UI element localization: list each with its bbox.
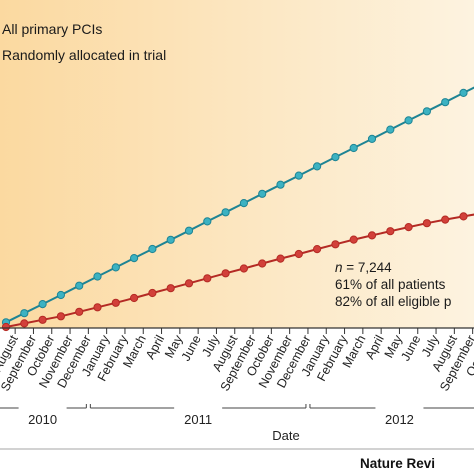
data-point-randomly-allocated [422, 219, 431, 228]
year-brackets: 2010 2011 2012 [0, 404, 474, 427]
data-point-all-primary-pcis [459, 88, 468, 98]
data-point-all-primary-pcis [20, 309, 29, 318]
plot-background [0, 0, 474, 328]
data-point-all-primary-pcis [148, 244, 157, 254]
data-point-all-primary-pcis [441, 98, 450, 107]
data-point-all-primary-pcis [422, 107, 431, 116]
data-point-randomly-allocated [130, 293, 139, 303]
data-point-randomly-allocated [184, 279, 194, 288]
year-label-gap [18, 405, 67, 411]
tick-label-month: April [363, 333, 387, 362]
data-point-all-primary-pcis [184, 226, 194, 235]
tick-label-month: June [398, 333, 423, 364]
year-label-gap [174, 405, 223, 411]
data-point-randomly-allocated [349, 235, 358, 244]
data-point-randomly-allocated [294, 249, 303, 259]
data-point-all-primary-pcis [404, 116, 413, 125]
data-point-randomly-allocated [38, 315, 47, 324]
data-point-all-primary-pcis [258, 189, 267, 198]
data-point-randomly-allocated [148, 288, 157, 298]
legend-entry-all-primary-pcis: All primary PCIs [2, 21, 102, 37]
data-point-all-primary-pcis [349, 143, 358, 153]
data-point-randomly-allocated [166, 284, 175, 293]
data-point-all-primary-pcis [130, 254, 139, 263]
x-axis-title: Date [272, 428, 299, 443]
data-point-all-primary-pcis [313, 162, 322, 171]
year-label: 2012 [385, 412, 414, 427]
tick-label-month: April [143, 333, 167, 362]
data-point-randomly-allocated [386, 227, 395, 236]
year-label-gap [375, 405, 424, 411]
data-point-all-primary-pcis [75, 281, 84, 290]
annotation-line-1: 61% of all patients [335, 277, 446, 292]
data-point-randomly-allocated [276, 254, 285, 263]
series-layer [1, 86, 474, 332]
data-point-randomly-allocated [459, 212, 468, 221]
data-point-all-primary-pcis [111, 263, 120, 272]
data-point-randomly-allocated [93, 303, 102, 312]
data-point-randomly-allocated [404, 223, 413, 232]
data-point-randomly-allocated [20, 319, 29, 328]
year-label: 2010 [28, 412, 57, 427]
credit-text: Nature Revi [360, 456, 435, 471]
data-point-randomly-allocated [258, 259, 267, 268]
legend-entry-randomly-allocated: Randomly allocated in trial [2, 47, 166, 63]
year-label: 2011 [184, 412, 212, 427]
annotation-n: n = 7,244 [335, 260, 392, 275]
data-point-randomly-allocated [367, 231, 377, 240]
data-point-randomly-allocated [1, 322, 11, 332]
data-point-all-primary-pcis [386, 125, 395, 134]
data-point-randomly-allocated [56, 312, 66, 321]
data-point-all-primary-pcis [331, 153, 340, 162]
data-point-all-primary-pcis [239, 199, 248, 208]
data-point-randomly-allocated [331, 240, 340, 249]
data-point-randomly-allocated [75, 307, 84, 316]
data-point-randomly-allocated [203, 274, 212, 283]
data-point-all-primary-pcis [166, 235, 175, 244]
data-point-randomly-allocated [313, 245, 322, 254]
data-point-all-primary-pcis [276, 180, 285, 189]
data-point-all-primary-pcis [93, 272, 102, 281]
data-point-all-primary-pcis [56, 290, 66, 300]
series-line-all-primary-pcis [5, 86, 474, 324]
data-point-all-primary-pcis [221, 208, 230, 217]
month-ticks [14, 328, 474, 334]
tick-label-month: June [179, 333, 204, 364]
month-labels: AugustSeptemberOctoberNovemberDecemberJa… [0, 332, 474, 393]
series-line-randomly-allocated [5, 213, 474, 328]
data-point-randomly-allocated [441, 215, 450, 224]
data-point-randomly-allocated [239, 264, 248, 273]
data-point-all-primary-pcis [203, 217, 212, 226]
data-point-randomly-allocated [221, 269, 230, 278]
data-point-all-primary-pcis [294, 171, 303, 180]
data-point-all-primary-pcis [367, 134, 377, 143]
data-point-all-primary-pcis [38, 300, 47, 309]
annotation-line-2: 82% of all eligible p [335, 294, 451, 309]
data-point-randomly-allocated [111, 298, 120, 307]
